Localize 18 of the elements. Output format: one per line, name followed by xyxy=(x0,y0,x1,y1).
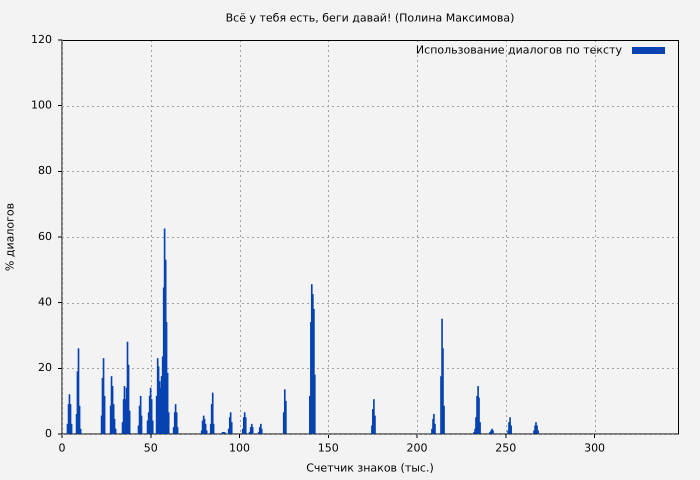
x-tick-label: 150 xyxy=(318,441,339,454)
y-tick-label: 100 xyxy=(31,98,52,112)
y-tick-label: 20 xyxy=(38,361,52,374)
y-tick-label: 60 xyxy=(38,230,52,243)
x-tick-label: 100 xyxy=(229,441,250,454)
y-axis-title: % диалогов xyxy=(3,202,16,272)
x-tick-label: 50 xyxy=(144,441,158,454)
x-tick-label: 300 xyxy=(584,441,606,454)
y-tick-label: 80 xyxy=(38,164,52,178)
x-tick-label: 250 xyxy=(495,441,516,454)
y-tick-label: 120 xyxy=(31,32,52,46)
y-tick-label: 0 xyxy=(45,426,52,440)
legend-label: Использование диалогов по тексту xyxy=(416,43,622,56)
x-tick-label: 0 xyxy=(58,441,66,454)
chart-title: Всё у тебя есть, беги давай! (Полина Максимова) xyxy=(226,11,514,24)
y-tick-label: 40 xyxy=(38,296,52,309)
x-tick-label: 200 xyxy=(406,441,428,454)
x-axis-title: Счетчик знаков (тыс.) xyxy=(306,461,434,474)
